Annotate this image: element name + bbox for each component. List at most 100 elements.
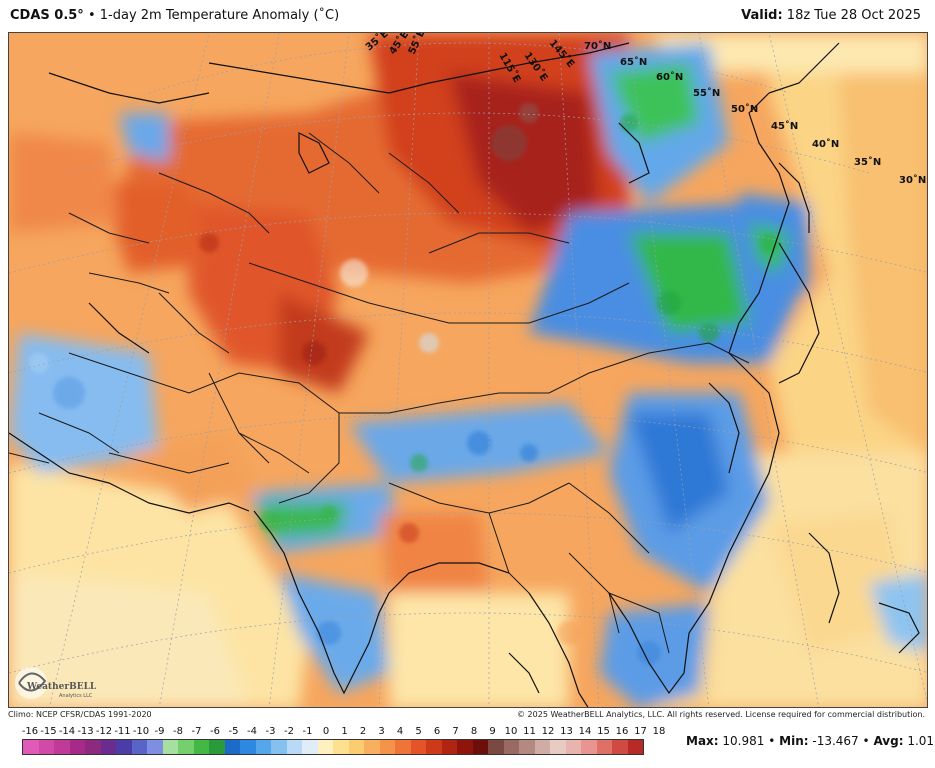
copyright-notice: © 2025 WeatherBELL Analytics, LLC. All r… (517, 710, 925, 719)
colorbar-tick-label: -7 (191, 726, 202, 737)
colorbar-tick-label: 10 (504, 726, 518, 737)
colorbar-swatch (271, 740, 287, 754)
colorbar-swatch (100, 740, 116, 754)
colorbar-swatch (596, 740, 612, 754)
lat-label-50n: 50˚N (731, 103, 758, 115)
colorbar-swatch (333, 740, 349, 754)
colorbar-swatch (457, 740, 473, 754)
colorbar-tick-label: -10 (132, 726, 150, 737)
colorbar-swatch (627, 740, 643, 754)
colorbar-swatch (426, 740, 442, 754)
colorbar-swatch (472, 740, 488, 754)
colorbar-tick-label: 15 (597, 726, 610, 737)
colorbar-tick-label: 18 (652, 726, 666, 737)
min-label: Min: (779, 734, 809, 748)
colorbar-tick-label: 5 (415, 726, 422, 737)
min-value: -13.467 (812, 734, 859, 748)
colorbar-swatch (317, 740, 333, 754)
colorbar-swatch (131, 740, 147, 754)
header: CDAS 0.5° • 1-day 2m Temperature Anomaly… (0, 0, 935, 32)
colorbar-tick-label: 1 (341, 726, 348, 737)
avg-value: 1.012 (907, 734, 935, 748)
valid-value: 18z Tue 28 Oct 2025 (786, 8, 921, 23)
colorbar-tick-label: 0 (322, 726, 330, 737)
stats-sep-2: • (862, 734, 870, 748)
colorbar-tick-label: 3 (378, 726, 385, 737)
colorbar-swatch (85, 740, 101, 754)
avg-label: Avg: (873, 734, 904, 748)
lat-label-35n: 35˚N (854, 156, 881, 168)
model-name: CDAS 0.5° (10, 8, 84, 23)
valid-time: Valid: 18z Tue 28 Oct 2025 (741, 8, 921, 23)
colorbar-swatch (348, 740, 364, 754)
colorbar-tick-label: -6 (210, 726, 220, 737)
colorbar-tick-label: 17 (634, 726, 647, 737)
map-title: CDAS 0.5° • 1-day 2m Temperature Anomaly… (10, 8, 339, 23)
weatherbell-logo: WeatherBELL Analytics LLC (15, 667, 97, 699)
stats-summary: Max: 10.981 • Min: -13.467 • Avg: 1.012 (686, 734, 935, 748)
max-value: 10.981 (722, 734, 765, 748)
colorbar-tick-label: -1 (302, 726, 313, 737)
colorbar-tick-label: -14 (58, 726, 76, 737)
lat-label-45n: 45˚N (771, 120, 798, 132)
colorbar-tick-label: 9 (489, 726, 496, 737)
product-title: 1-day 2m Temperature Anomaly (˚C) (99, 8, 340, 23)
lat-label-60n: 60˚N (656, 71, 683, 83)
colorbar-tick-label: 8 (470, 726, 478, 737)
colorbar-tick-label: -4 (247, 726, 257, 737)
colorbar-tick-label: 2 (359, 726, 367, 737)
graticule (9, 33, 927, 707)
colorbar-swatch (209, 740, 225, 754)
colorbar-tick-label: 6 (433, 726, 441, 737)
colorbar (22, 739, 644, 755)
colorbar-tick-label: 13 (560, 726, 573, 737)
colorbar-swatch (162, 740, 178, 754)
colorbar-swatch (550, 740, 566, 754)
colorbar-swatch (116, 740, 132, 754)
logo-subtext: Analytics LLC (59, 693, 93, 699)
colorbar-swatch (69, 740, 85, 754)
colorbar-swatch (302, 740, 318, 754)
colorbar-swatch (503, 740, 519, 754)
valid-label: Valid: (741, 8, 783, 23)
colorbar-tick-label: 16 (615, 726, 629, 737)
colorbar-swatch (224, 740, 240, 754)
colorbar-swatch (565, 740, 581, 754)
colorbar-tick-label: -3 (265, 726, 276, 737)
colorbar-swatch (441, 740, 457, 754)
colorbar-tick-label: -8 (173, 726, 183, 737)
lat-label-65n: 65˚N (620, 56, 647, 68)
colorbar-tick-label: -13 (77, 726, 94, 737)
anomaly-map[interactable]: 65˚N 60˚N 55˚N 50˚N 45˚N 40˚N 35˚N 30˚N … (8, 32, 928, 708)
graticule-labels: 65˚N 60˚N 55˚N 50˚N 45˚N 40˚N 35˚N 30˚N … (363, 33, 926, 186)
title-separator: • (87, 8, 96, 23)
colorbar-tick-label: 12 (541, 726, 555, 737)
colorbar-tick-label: -5 (228, 726, 239, 737)
colorbar-swatch (147, 740, 163, 754)
colorbar-swatch (240, 740, 256, 754)
colorbar-tick-label: -11 (114, 726, 131, 737)
colorbar-swatch (54, 740, 70, 754)
colorbar-tick-label: 4 (396, 726, 404, 737)
colorbar-tick-label: -9 (154, 726, 165, 737)
logo-text: WeatherBELL (26, 682, 97, 692)
colorbar-tick-label: 7 (452, 726, 459, 737)
colorbar-swatch (364, 740, 380, 754)
colorbar-swatch (410, 740, 426, 754)
colorbar-swatch (193, 740, 209, 754)
coastlines (9, 42, 920, 707)
anomaly-texture (29, 103, 778, 665)
colorbar-swatch (519, 740, 535, 754)
colorbar-tick-label: 14 (578, 726, 592, 737)
colorbar-swatch (23, 740, 39, 754)
colorbar-swatch (488, 740, 504, 754)
colorbar-swatch (534, 740, 550, 754)
colorbar-swatch (379, 740, 395, 754)
country-borders (9, 132, 750, 654)
colorbar-swatch (178, 740, 194, 754)
colorbar-swatch (38, 740, 54, 754)
colorbar-tick-label: -16 (21, 726, 39, 737)
colorbar-swatch (395, 740, 411, 754)
stats-sep-1: • (768, 734, 776, 748)
colorbar-swatch (286, 740, 302, 754)
